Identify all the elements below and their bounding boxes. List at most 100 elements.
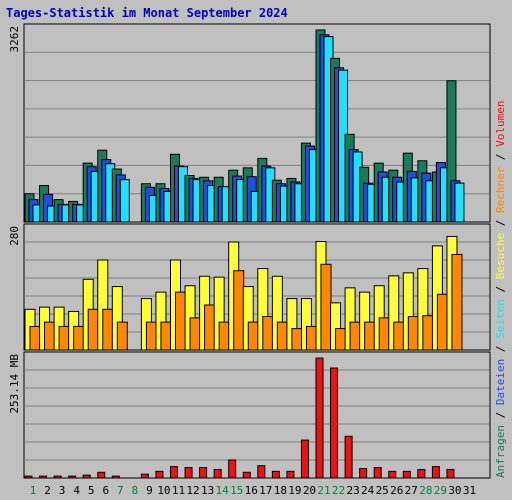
bar-rechner-day-24: [364, 321, 376, 351]
x-tick-label-11: 11: [172, 484, 185, 497]
bar-rechner-day-4: [73, 325, 85, 351]
bar-volumen-day-22: [330, 367, 339, 479]
legend-entry-1: /: [494, 405, 507, 425]
bar-rechner-day-10: [160, 321, 172, 351]
bar-rechner-day-28: [422, 315, 434, 351]
x-tick-label-18: 18: [274, 484, 287, 497]
bar-volumen-day-5: [82, 474, 91, 479]
x-tick-label-19: 19: [288, 484, 301, 497]
bar-volumen-day-28: [417, 468, 426, 479]
bar-volumen-day-10: [155, 470, 164, 479]
bar-rechner-day-18: [276, 321, 288, 351]
bar-seiten-day-30: [454, 182, 465, 223]
bar-volumen-day-26: [388, 470, 397, 479]
bar-rechner-day-16: [247, 321, 259, 351]
x-tick-label-31: 31: [463, 484, 476, 497]
x-tick-label-27: 27: [405, 484, 418, 497]
x-tick-label-5: 5: [88, 484, 95, 497]
legend-entry-6: Besuche: [494, 233, 507, 279]
bar-volumen-day-6: [97, 471, 106, 479]
bar-rechner-day-29: [436, 293, 448, 351]
x-tick-label-3: 3: [59, 484, 66, 497]
x-tick-label-7: 7: [117, 484, 124, 497]
x-tick-label-15: 15: [230, 484, 243, 497]
bar-rechner-day-11: [175, 291, 186, 351]
x-tick-label-16: 16: [245, 484, 258, 497]
y-max-label-top: 3262: [8, 26, 21, 53]
legend-entry-8: Rechner: [494, 166, 507, 213]
bar-volumen-day-18: [271, 470, 280, 479]
x-tick-label-21: 21: [317, 484, 330, 497]
bar-volumen-day-17: [257, 465, 266, 479]
legend-entry-2: Dateien: [494, 359, 507, 405]
bar-volumen-day-30: [446, 468, 455, 479]
bar-volumen-day-14: [213, 468, 222, 479]
bar-rechner-day-9: [145, 321, 157, 351]
legend-entry-0: Anfragen: [494, 425, 507, 478]
bar-rechner-day-6: [102, 308, 114, 351]
bar-volumen-day-3: [53, 475, 62, 479]
bar-rechner-day-19: [291, 328, 303, 351]
x-tick-label-17: 17: [259, 484, 272, 497]
bar-rechner-day-30: [451, 253, 463, 351]
y-max-label-middle: 280: [8, 226, 21, 246]
x-tick-label-30: 30: [448, 484, 461, 497]
bar-volumen-day-11: [170, 466, 178, 479]
bar-rechner-day-13: [204, 304, 216, 351]
x-tick-label-14: 14: [216, 484, 230, 497]
bar-volumen-day-19: [286, 470, 295, 479]
bar-rechner-day-3: [58, 325, 70, 351]
bar-volumen-day-7: [111, 475, 120, 479]
chart-title: Tages-Statistik im Monat September 2024: [6, 6, 288, 20]
bar-volumen-day-29: [431, 466, 440, 479]
bar-volumen-day-15: [228, 459, 237, 479]
bar-volumen-day-16: [242, 471, 251, 479]
bar-volumen-day-13: [199, 467, 208, 479]
bar-rechner-day-5: [87, 308, 99, 351]
bar-volumen-day-21: [315, 357, 324, 479]
bar-rechner-day-1: [29, 325, 41, 351]
x-tick-label-23: 23: [346, 484, 359, 497]
legend-entry-4: Seiten: [494, 299, 507, 339]
bar-rechner-day-17: [262, 316, 274, 351]
bar-volumen-day-4: [68, 475, 77, 479]
legend-entry-3: /: [494, 339, 507, 359]
bar-rechner-day-15: [233, 270, 245, 351]
x-tick-label-6: 6: [102, 484, 109, 497]
x-tick-label-12: 12: [186, 484, 199, 497]
bar-volumen-day-9: [140, 473, 149, 479]
bar-rechner-day-20: [305, 325, 317, 351]
bar-rechner-day-14: [218, 321, 230, 351]
legend-entry-7: /: [494, 213, 507, 233]
x-tick-label-13: 13: [201, 484, 214, 497]
y-max-label-bottom: 253.14 MB: [8, 354, 21, 414]
x-tick-label-10: 10: [157, 484, 170, 497]
bar-rechner-day-7: [116, 321, 128, 351]
bar-volumen-day-2: [39, 475, 48, 479]
bar-rechner-day-21: [320, 263, 332, 351]
bar-rechner-day-12: [189, 317, 201, 351]
bar-volumen-day-24: [359, 468, 368, 479]
plot-panel-bottom: [23, 351, 491, 479]
bar-rechner-day-27: [407, 316, 419, 351]
legend-entry-5: /: [494, 279, 507, 299]
x-tick-label-22: 22: [332, 484, 345, 497]
x-tick-label-28: 28: [419, 484, 432, 497]
legend-entry-9: /: [494, 147, 507, 167]
x-tick-label-2: 2: [44, 484, 51, 497]
bar-volumen-day-23: [344, 435, 353, 479]
vertical-legend: Anfragen / Dateien / Seiten / Besuche / …: [494, 100, 507, 478]
bar-volumen-day-12: [184, 467, 193, 479]
x-tick-label-9: 9: [146, 484, 153, 497]
bar-volumen-day-20: [300, 439, 309, 479]
x-tick-label-25: 25: [376, 484, 389, 497]
bar-rechner-day-26: [393, 321, 405, 351]
bar-volumen-day-1: [24, 475, 33, 479]
bar-volumen-day-27: [402, 470, 411, 479]
bar-seiten-day-7: [119, 179, 130, 223]
bar-volumen-day-25: [373, 467, 382, 479]
x-tick-label-4: 4: [73, 484, 80, 497]
x-tick-label-8: 8: [132, 484, 139, 497]
